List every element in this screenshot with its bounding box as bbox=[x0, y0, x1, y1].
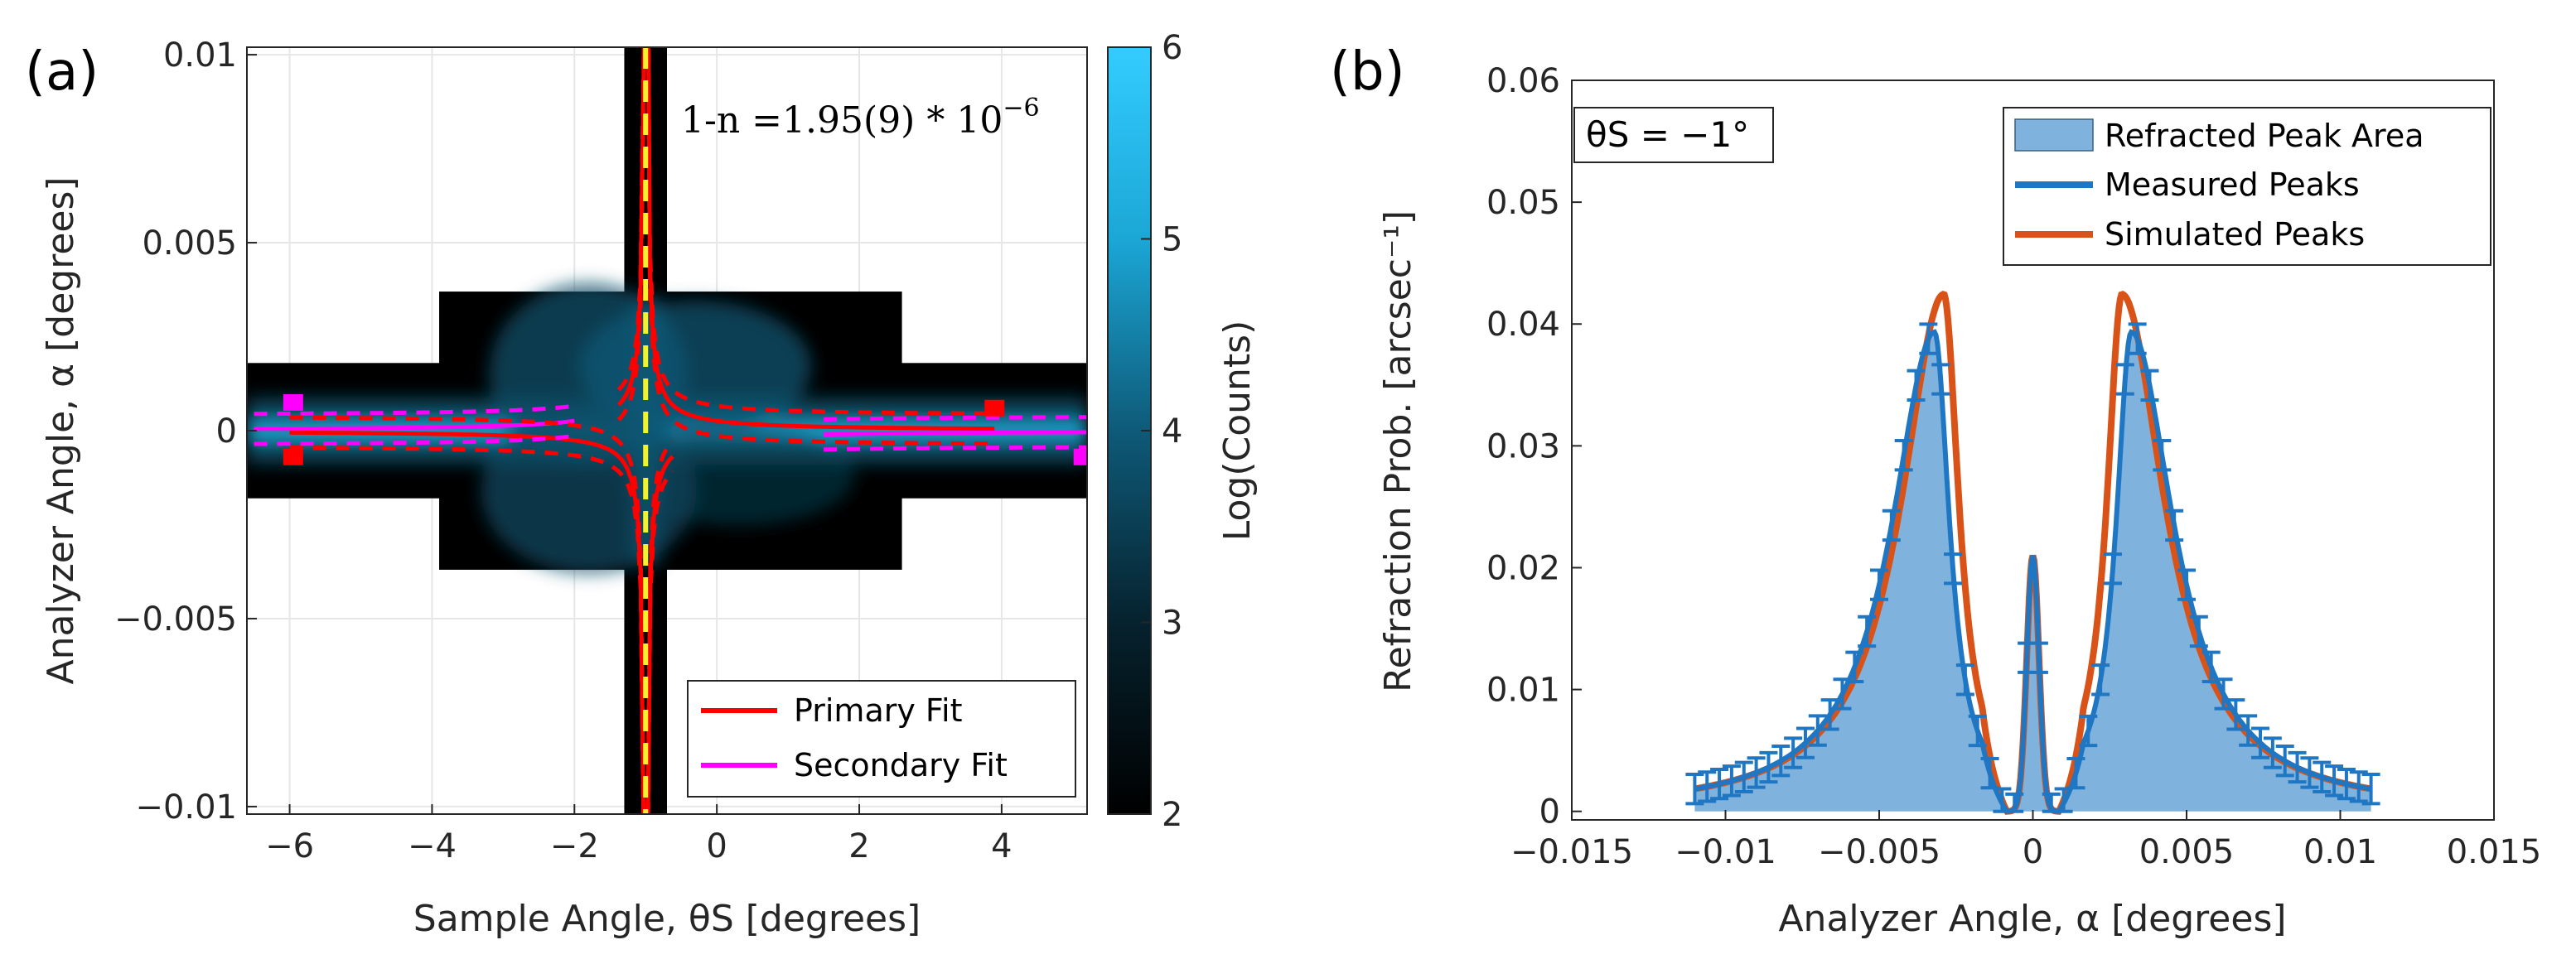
secondary-fit-right bbox=[824, 430, 1087, 437]
legend-simulated-peaks: Simulated Peaks bbox=[2105, 216, 2365, 253]
panel-b-theta-annotation: θS = −1° bbox=[1586, 114, 1749, 155]
y-tick-label: 0.06 bbox=[1486, 62, 1560, 100]
legend-secondary-fit: Secondary Fit bbox=[794, 747, 1008, 783]
primary-fit-upper bbox=[616, 47, 995, 416]
colorbar-tick-label: 3 bbox=[1162, 605, 1182, 643]
x-tick-label: −0.01 bbox=[1675, 833, 1776, 871]
x-tick-label: 4 bbox=[991, 827, 1012, 865]
primary-fit-lower bbox=[289, 446, 674, 814]
colorbar-tick-label: 2 bbox=[1162, 796, 1182, 834]
refraction-glow bbox=[621, 426, 854, 526]
y-tick-label: 0 bbox=[1539, 793, 1560, 831]
primary-fit-upper bbox=[616, 47, 995, 446]
panel-a-ylabel: Analyzer Angle, α [degrees] bbox=[40, 176, 82, 684]
secondary-fit-right bbox=[824, 415, 1087, 422]
panel-b-ylabel: Refraction Prob. [arcsec⁻¹] bbox=[1377, 210, 1419, 692]
x-tick-label: 0 bbox=[706, 827, 727, 865]
primary-fit-upper bbox=[616, 47, 995, 431]
panel-a-label: (a) bbox=[25, 41, 99, 103]
measured-peaks-line bbox=[1694, 329, 2372, 814]
colorbar-ticks: 2 3 4 5 6 bbox=[1141, 29, 1182, 834]
panel-b-legend: Refracted Peak Area Measured Peaks Simul… bbox=[2003, 107, 2491, 266]
x-tick-label: 0.015 bbox=[2447, 833, 2542, 871]
x-tick-label: −0.005 bbox=[1818, 833, 1940, 871]
x-tick-label: 2 bbox=[848, 827, 869, 865]
x-tick-label: 0 bbox=[2023, 833, 2043, 871]
fit-endpoint-marker bbox=[283, 448, 303, 465]
x-tick-label: −4 bbox=[408, 827, 457, 865]
fit-endpoint-marker bbox=[1073, 448, 1087, 465]
primary-fit-lower bbox=[289, 415, 674, 814]
x-tick-label: 0.005 bbox=[2139, 833, 2235, 871]
colorbar-tick-label: 6 bbox=[1162, 29, 1182, 67]
panel-a-xlabel: Sample Angle, θS [degrees] bbox=[413, 898, 921, 940]
y-tick-label: −0.01 bbox=[135, 788, 237, 827]
y-tick-label: 0.05 bbox=[1486, 184, 1560, 222]
secondary-fit-left bbox=[254, 433, 575, 446]
y-tick-label: 0.005 bbox=[142, 224, 237, 263]
x-tick-label: −0.015 bbox=[1510, 833, 1633, 871]
panel-a-ticks: −6 −4 −2 0 2 4 −0.01 −0.005 0 0.005 0.01 bbox=[114, 36, 1013, 865]
panel-b-xlabel: Analyzer Angle, α [degrees] bbox=[1778, 898, 2286, 940]
heatmap-glow bbox=[247, 282, 1087, 574]
y-tick-label: 0.01 bbox=[163, 36, 237, 75]
fit-endpoint-marker bbox=[984, 399, 1005, 417]
y-tick-label: 0 bbox=[216, 412, 237, 451]
x-tick-label: 0.01 bbox=[2303, 833, 2377, 871]
panel-b-theta-box bbox=[1573, 107, 1774, 163]
panel-a-heatmap bbox=[247, 47, 1087, 814]
legend-refracted-peak-area: Refracted Peak Area bbox=[2105, 118, 2424, 154]
panel-b-label: (b) bbox=[1330, 41, 1405, 103]
y-tick-label: 0.03 bbox=[1486, 427, 1560, 465]
legend-measured-peaks: Measured Peaks bbox=[2105, 166, 2360, 203]
panel-a-fit-lines bbox=[254, 47, 1087, 814]
panel-b-ticks: −0.015 −0.01 −0.005 0 0.005 0.01 0.015 0 0.01 0.0… bbox=[1486, 62, 2541, 871]
secondary-fit-left bbox=[254, 403, 575, 417]
panel-b-lines bbox=[1685, 291, 2380, 815]
panel-a-annotation: 1-n =1.95(9) * 10−6 bbox=[681, 94, 1040, 142]
colorbar-tick-label: 5 bbox=[1162, 221, 1182, 259]
y-tick-label: 0.01 bbox=[1486, 672, 1560, 710]
x-tick-label: −2 bbox=[550, 827, 599, 865]
colorbar-label: Log(Counts) bbox=[1216, 321, 1259, 542]
x-tick-label: −6 bbox=[265, 827, 314, 865]
secondary-fit-right bbox=[824, 445, 1087, 452]
legend-area-swatch bbox=[2014, 118, 2094, 152]
legend-primary-fit: Primary Fit bbox=[794, 692, 962, 729]
y-tick-label: −0.005 bbox=[114, 600, 237, 639]
primary-fit-lower bbox=[289, 430, 674, 814]
panel-a-legend: Primary Fit Secondary Fit bbox=[687, 680, 1076, 798]
colorbar-tick-label: 4 bbox=[1162, 412, 1182, 451]
panel-a-legend-box bbox=[687, 680, 1076, 798]
fit-endpoint-marker bbox=[283, 393, 303, 411]
y-tick-label: 0.04 bbox=[1486, 306, 1560, 344]
secondary-fit-left bbox=[254, 418, 575, 431]
y-tick-label: 0.02 bbox=[1486, 549, 1560, 587]
